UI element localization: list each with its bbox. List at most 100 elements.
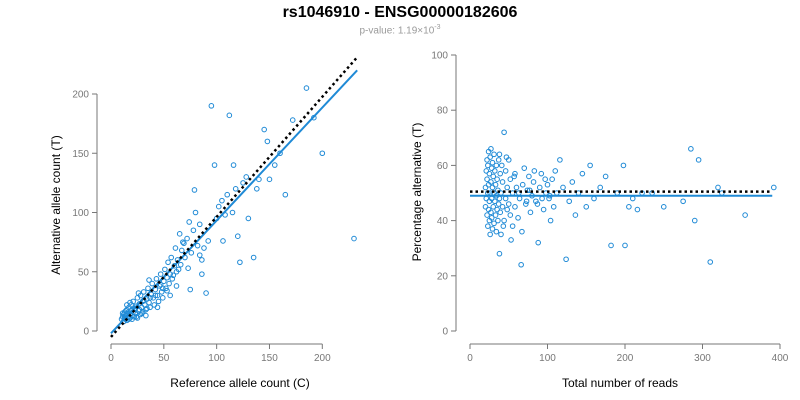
- data-point: [146, 277, 152, 283]
- data-point: [511, 173, 517, 180]
- data-point: [176, 231, 183, 237]
- data-point: [192, 209, 199, 216]
- data-point: [229, 209, 236, 216]
- data-point: [495, 201, 502, 207]
- x-tick-label: 150: [261, 353, 278, 364]
- data-point: [266, 176, 273, 183]
- y-tick-label: 150: [72, 149, 89, 160]
- data-point: [538, 170, 545, 177]
- data-point: [629, 195, 636, 202]
- data-point: [483, 168, 490, 174]
- data-point: [172, 245, 179, 251]
- x-tick-label: 100: [208, 353, 225, 364]
- data-point: [707, 259, 714, 265]
- data-point: [660, 204, 667, 210]
- data-point: [492, 181, 499, 188]
- data-point: [493, 228, 500, 235]
- chart-title: rs1046910 - ENSG00000182606: [282, 4, 518, 21]
- data-point: [622, 242, 628, 249]
- data-point: [497, 209, 504, 216]
- data-point: [505, 201, 512, 207]
- data-point: [261, 126, 267, 133]
- data-point: [256, 176, 262, 183]
- data-point: [175, 266, 182, 273]
- data-point: [234, 233, 241, 239]
- data-point: [124, 302, 130, 308]
- data-point: [560, 184, 566, 191]
- data-point: [484, 212, 490, 218]
- data-point: [164, 274, 170, 281]
- data-point: [547, 217, 554, 224]
- data-point: [492, 212, 499, 218]
- data-point: [199, 271, 205, 277]
- data-point: [487, 231, 493, 238]
- right-scatter-panel: 0 100 200 300 400 0 20 40 60 80 100 Total number of…: [410, 51, 789, 391]
- data-point: [533, 198, 539, 205]
- data-point: [134, 315, 141, 321]
- data-point: [243, 174, 250, 180]
- y-tick-label: 40: [437, 216, 449, 227]
- data-point: [499, 179, 506, 185]
- data-point: [186, 219, 192, 225]
- data-point: [164, 287, 170, 294]
- data-point: [489, 184, 496, 191]
- data-point: [196, 252, 203, 258]
- reference-line: [110, 56, 359, 338]
- data-point: [250, 254, 257, 261]
- y-axis-label: Percentage alternative (T): [410, 123, 424, 262]
- data-point: [205, 238, 211, 244]
- data-point: [490, 204, 497, 210]
- data-point: [535, 239, 542, 246]
- data-point: [147, 304, 153, 311]
- data-point: [521, 165, 528, 171]
- data-point: [695, 157, 702, 163]
- data-point: [634, 206, 641, 213]
- data-point: [572, 212, 579, 218]
- data-point: [277, 150, 283, 157]
- y-tick-label: 100: [431, 51, 448, 62]
- data-point: [157, 271, 164, 277]
- data-point: [161, 278, 167, 285]
- data-point: [494, 206, 500, 213]
- data-point: [503, 154, 510, 160]
- y-tick-label: 0: [83, 327, 89, 338]
- data-point: [526, 187, 533, 194]
- y-tick-label: 20: [437, 271, 449, 282]
- data-point: [319, 150, 326, 157]
- data-point: [187, 286, 194, 293]
- data-point: [523, 201, 529, 207]
- y-axis-label: Alternative allele count (T): [49, 135, 63, 274]
- data-point: [173, 283, 180, 289]
- left-scatter-panel: 0 50 100 150 200 0 50 100 150 200 Reference allele…: [49, 56, 359, 390]
- data-point: [518, 261, 524, 268]
- data-point: [497, 170, 504, 177]
- data-point: [224, 191, 231, 198]
- x-tick-label: 300: [694, 353, 711, 364]
- y-tick-label: 60: [437, 161, 449, 172]
- data-point: [501, 129, 507, 136]
- data-point: [196, 221, 203, 228]
- data-point: [185, 265, 191, 271]
- data-point: [502, 195, 509, 202]
- data-point: [133, 313, 140, 320]
- data-point: [536, 184, 543, 191]
- data-point: [680, 198, 686, 205]
- data-point: [495, 157, 502, 163]
- data-point: [488, 215, 495, 221]
- data-point: [495, 217, 501, 224]
- data-point: [484, 176, 490, 182]
- data-point: [219, 197, 225, 204]
- data-point: [145, 285, 151, 292]
- data-point: [135, 290, 142, 296]
- data-point: [158, 289, 165, 295]
- data-point: [531, 168, 538, 174]
- y-tick-label: 0: [442, 327, 448, 338]
- data-point: [119, 310, 126, 317]
- data-point: [501, 217, 507, 224]
- data-point: [159, 285, 166, 292]
- data-point: [513, 184, 520, 191]
- data-point: [491, 151, 497, 158]
- data-point: [509, 223, 516, 229]
- data-point: [201, 245, 207, 251]
- x-tick-label: 200: [617, 353, 634, 364]
